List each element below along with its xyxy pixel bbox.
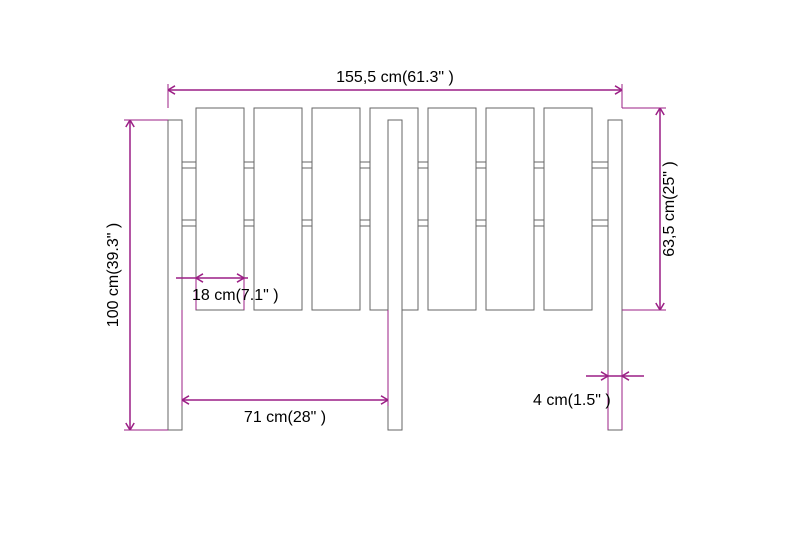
dim-post-depth: 4 cm(1.5" ) [533, 392, 611, 409]
dim-height-left: 100 cm(39.3" ) [105, 223, 122, 327]
dim-slat-width: 18 cm(7.1" ) [192, 287, 279, 304]
dim-width-top: 155,5 cm(61.3" ) [336, 69, 454, 86]
dim-half-width: 71 cm(28" ) [244, 409, 326, 426]
dim-height-right: 63,5 cm(25" ) [661, 161, 678, 257]
